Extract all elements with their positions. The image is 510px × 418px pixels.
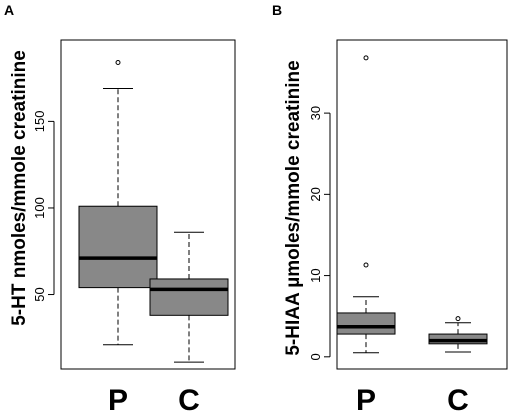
panel-a-y-tick-label-1: 100 <box>32 197 47 219</box>
panel-b-category-label-P: P <box>356 384 376 417</box>
panel-a-plot-frame <box>60 39 236 370</box>
panel-b: B 5-HIAA µmoles/mmole creatinine 0 10 20 30… <box>272 2 508 417</box>
panel-a-category-label-P: P <box>108 384 128 417</box>
panel-b-iqr-box-P <box>336 312 396 335</box>
panel-a-y-tick-label-2: 150 <box>32 111 47 133</box>
panel-b-boxes <box>336 55 488 354</box>
panel-b-y-axis-label: 5-HIAA µmoles/mmole creatinine <box>283 60 304 355</box>
panel-a-y-tick-label-0: 50 <box>32 287 47 301</box>
panel-a-label: A <box>4 2 14 18</box>
panel-a-boxes <box>78 60 229 363</box>
panel-a-iqr-box-C <box>149 278 229 316</box>
panel-b-outlier-P-1 <box>363 55 369 61</box>
panel-a-y-axis: 50 100 150 <box>32 111 55 302</box>
panel-b-category-label-C: C <box>447 384 469 417</box>
panel-a-outlier-P-0 <box>115 60 121 66</box>
panel-b-label: B <box>272 2 282 18</box>
panel-b-y-tick-label-3: 30 <box>308 106 323 120</box>
panel-a-y-axis-label: 5-HT nmoles/mmole creatinine <box>9 50 30 326</box>
panel-b-y-axis: 0 10 20 30 <box>308 106 331 360</box>
panel-b-y-tick-label-2: 20 <box>308 187 323 201</box>
panel-b-outlier-P-0 <box>363 262 369 268</box>
panel-b-outlier-C-0 <box>455 316 461 322</box>
panel-b-box-C <box>428 316 488 353</box>
panel-b-box-P <box>336 55 396 354</box>
panel-a-box-P <box>78 60 158 346</box>
panel-a-category-label-C: C <box>178 384 200 417</box>
panel-a: A 5-HT nmoles/mmole creatinine 50100150 … <box>4 2 236 417</box>
panel-b-y-tick-label-0: 0 <box>308 353 323 360</box>
panel-a-box-C <box>149 231 229 363</box>
panel-b-plot-frame <box>336 39 508 370</box>
panel-b-y-tick-label-1: 10 <box>308 268 323 282</box>
panel-a-iqr-box-P <box>78 205 158 289</box>
